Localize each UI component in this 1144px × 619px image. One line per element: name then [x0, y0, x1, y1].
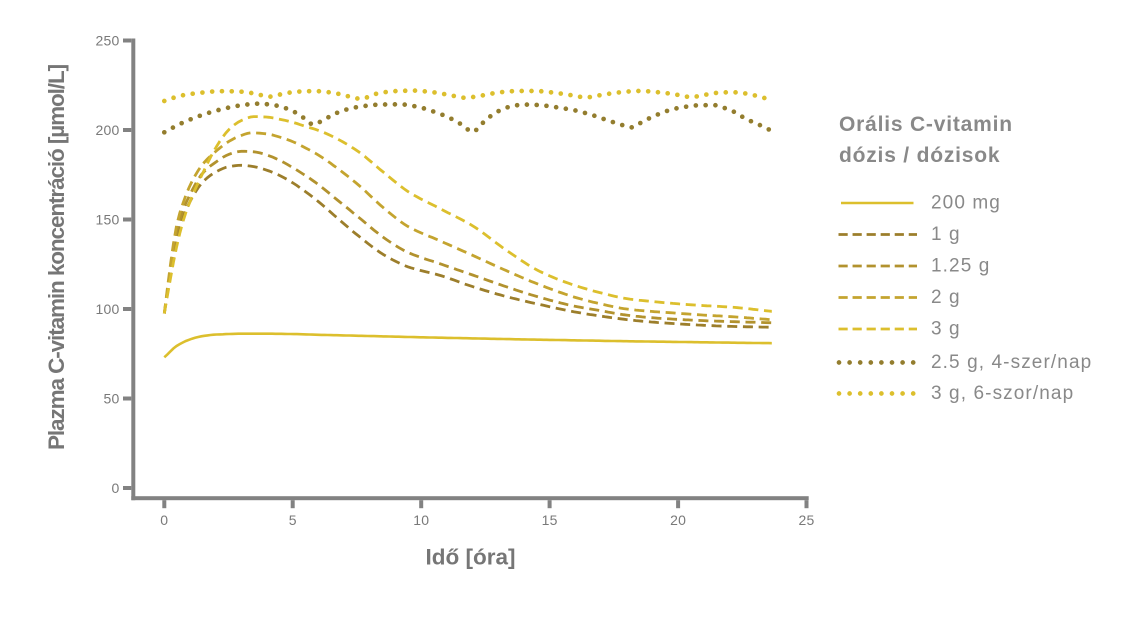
svg-text:Idő [óra]: Idő [óra]	[426, 545, 516, 570]
svg-text:100: 100	[96, 301, 120, 317]
svg-text:10: 10	[413, 512, 429, 528]
svg-text:Plazma C-vitamin koncentráció: Plazma C-vitamin koncentráció [µmol/L]	[44, 64, 69, 450]
svg-text:0: 0	[160, 512, 168, 528]
svg-text:150: 150	[96, 212, 120, 228]
svg-text:1.25 g: 1.25 g	[931, 256, 990, 277]
svg-text:Orális C-vitamin: Orális C-vitamin	[839, 113, 1013, 136]
svg-text:20: 20	[670, 512, 686, 528]
svg-text:1 g: 1 g	[931, 224, 961, 245]
svg-text:200: 200	[96, 122, 120, 138]
svg-text:2 g: 2 g	[931, 287, 961, 308]
svg-text:200 mg: 200 mg	[931, 193, 1001, 214]
svg-text:25: 25	[799, 512, 815, 528]
svg-text:250: 250	[96, 33, 120, 49]
svg-text:0: 0	[112, 480, 120, 496]
svg-text:2.5 g, 4-szer/nap: 2.5 g, 4-szer/nap	[931, 352, 1092, 373]
svg-text:5: 5	[289, 512, 297, 528]
svg-text:dózis / dózisok: dózis / dózisok	[839, 144, 1000, 167]
svg-text:3 g: 3 g	[931, 319, 961, 340]
svg-text:3 g, 6-szor/nap: 3 g, 6-szor/nap	[931, 383, 1074, 404]
svg-text:50: 50	[104, 391, 120, 407]
svg-text:15: 15	[542, 512, 558, 528]
